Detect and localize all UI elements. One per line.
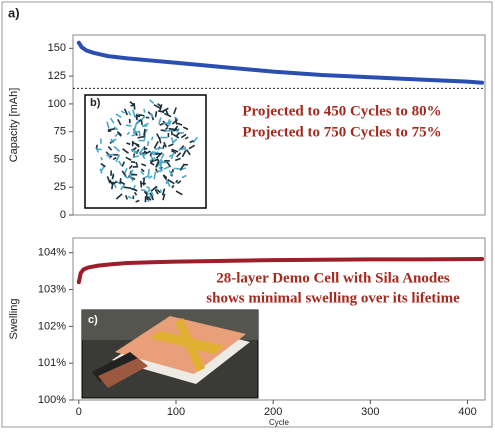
annotation: Projected to 750 Cycles to 75% bbox=[242, 124, 441, 140]
particle-strand bbox=[169, 129, 176, 130]
y-tick-label: 25 bbox=[54, 181, 66, 193]
y-tick-label: 125 bbox=[48, 70, 66, 82]
particle-strand bbox=[161, 130, 166, 131]
particle-strand bbox=[131, 162, 135, 163]
y-tick-label: 102% bbox=[38, 320, 66, 332]
particle-strand bbox=[148, 141, 149, 146]
particle-strand bbox=[120, 178, 121, 183]
x-tick-label: 100 bbox=[167, 406, 185, 418]
particle-strand bbox=[156, 111, 157, 117]
panel-label: a) bbox=[8, 5, 20, 20]
x-tick-label: 400 bbox=[458, 406, 476, 418]
particle-strand bbox=[148, 169, 149, 177]
particle-strand bbox=[112, 174, 113, 179]
x-tick-label: 300 bbox=[361, 406, 379, 418]
y-axis-label: Swelling bbox=[8, 299, 20, 340]
particle-strand bbox=[132, 135, 136, 136]
x-axis-label: Cycle bbox=[269, 418, 290, 427]
y-tick-label: 101% bbox=[38, 357, 66, 369]
particle-strand bbox=[131, 174, 137, 175]
y-tick-label: 100 bbox=[48, 98, 66, 110]
annotation: 28-layer Demo Cell with Sila Anodes bbox=[216, 270, 450, 286]
particle-strand bbox=[133, 156, 139, 157]
y-tick-label: 50 bbox=[54, 153, 66, 165]
particle-strand bbox=[163, 145, 164, 149]
y-tick-label: 100% bbox=[38, 394, 66, 406]
particle-strand bbox=[112, 182, 113, 189]
inset-label: c) bbox=[88, 314, 98, 326]
y-tick-label: 75 bbox=[54, 126, 66, 138]
annotation: Projected to 450 Cycles to 80% bbox=[242, 103, 441, 119]
y-tick-label: 150 bbox=[48, 42, 66, 54]
particle-strand bbox=[96, 145, 97, 148]
y-tick-label: 0 bbox=[60, 209, 66, 221]
particle-strand bbox=[138, 115, 144, 116]
annotation: shows minimal swelling over its lifetime bbox=[206, 290, 460, 306]
particle-strand bbox=[141, 181, 142, 188]
particle-strand bbox=[135, 132, 140, 133]
particle-strand bbox=[101, 157, 102, 160]
particle-strand bbox=[152, 137, 153, 140]
particle-strand bbox=[126, 125, 132, 126]
inset-b: b) bbox=[85, 95, 206, 208]
inset-label: b) bbox=[90, 97, 101, 109]
particle-strand bbox=[134, 103, 135, 109]
particle-strand bbox=[136, 115, 137, 119]
y-axis-label: Capacity [mAh] bbox=[8, 88, 20, 163]
y-tick-label: 104% bbox=[38, 247, 66, 259]
particle-strand bbox=[154, 148, 161, 149]
x-tick-label: 0 bbox=[76, 406, 82, 418]
particle-strand bbox=[144, 109, 145, 113]
y-tick-label: 103% bbox=[38, 283, 66, 295]
inset-c: c) bbox=[82, 310, 258, 398]
particle-strand bbox=[134, 185, 135, 188]
particle-strand bbox=[144, 129, 145, 136]
x-tick-label: 200 bbox=[264, 406, 282, 418]
particle-strand bbox=[124, 187, 131, 188]
particle-strand bbox=[141, 120, 142, 125]
particle-strand bbox=[140, 154, 145, 155]
particle-strand bbox=[96, 149, 101, 150]
